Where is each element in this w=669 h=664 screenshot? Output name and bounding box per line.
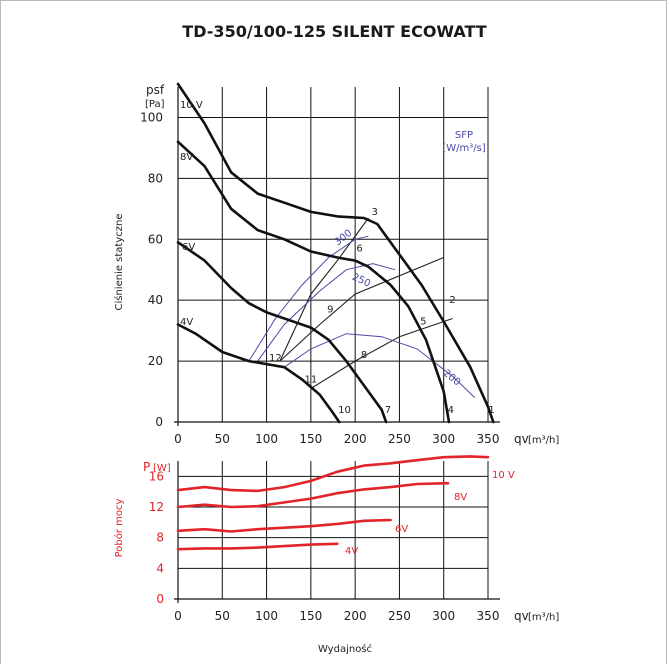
- operating-point-label: 10: [338, 405, 351, 416]
- x-tick-label: 300: [432, 432, 455, 446]
- sfp-curve: [248, 235, 369, 362]
- y-tick-label: 12: [149, 500, 164, 514]
- operating-point-label: 4: [448, 405, 454, 416]
- x-tick-label: 350: [477, 609, 500, 623]
- series-label: 4V: [345, 546, 358, 557]
- power-series-line: [176, 518, 392, 533]
- x-axis-symbol: qv: [514, 609, 529, 623]
- sfp-curve: [284, 333, 476, 398]
- operating-point-label: 1: [488, 405, 494, 416]
- series-label: 6V: [182, 242, 195, 253]
- x-tick-label: 150: [299, 432, 322, 446]
- y-axis-symbol: psf: [146, 83, 165, 97]
- x-axis-symbol: qv: [514, 432, 529, 446]
- operating-point-label: 6: [356, 243, 362, 254]
- system-line: [279, 256, 444, 362]
- power-chart-series: [176, 455, 490, 551]
- y-axis-unit: [W]: [153, 463, 171, 474]
- pressure-chart-labels: 0 50 100 150 200 250 300 350 0 20 40 60 80 100 psf [Pa]…: [113, 83, 559, 446]
- y-tick-label: 80: [148, 171, 163, 185]
- pressure-chart-grid: [174, 87, 500, 426]
- operating-point-label: 5: [420, 317, 426, 328]
- x-tick-label: 100: [255, 432, 278, 446]
- x-tick-label: 0: [174, 609, 182, 623]
- power-chart-labels: 0 50 100 150 200 250 300 350 0 4 8 12 16P [W] qv [m³/h]…: [113, 460, 559, 655]
- pressure-series-line: [176, 241, 388, 424]
- y-axis-label: Pobór mocy: [113, 499, 125, 558]
- system-line: [279, 217, 369, 362]
- y-tick-label: 20: [148, 354, 163, 368]
- y-axis-symbol: P: [143, 460, 150, 474]
- x-tick-label: 100: [255, 609, 278, 623]
- x-tick-label: 250: [388, 432, 411, 446]
- operating-point-label: 2: [449, 295, 455, 306]
- sfp-curve-label: 300: [333, 228, 355, 248]
- x-axis-unit: [m³/h]: [528, 612, 559, 623]
- sfp-curve: [257, 263, 396, 362]
- x-tick-label: 50: [215, 609, 230, 623]
- y-tick-label: 8: [156, 531, 164, 545]
- chart-title: TD-350/100-125 SILENT ECOWATT: [182, 22, 487, 41]
- pressure-series-line: [176, 140, 451, 424]
- x-tick-label: 200: [344, 609, 367, 623]
- system-line: [310, 317, 453, 389]
- series-label: 4V: [180, 317, 193, 328]
- x-tick-label: 350: [477, 432, 500, 446]
- y-axis-unit: [Pa]: [145, 99, 165, 110]
- y-tick-label: 60: [148, 232, 163, 246]
- series-label: 8V: [180, 152, 193, 163]
- y-tick-label: 0: [155, 415, 163, 429]
- y-tick-label: 0: [156, 592, 164, 606]
- x-tick-label: 250: [388, 609, 411, 623]
- x-tick-label: 200: [344, 432, 367, 446]
- operating-point-label: 8: [361, 350, 367, 361]
- power-series-line: [176, 455, 490, 493]
- pressure-series-line: [176, 323, 341, 424]
- power-series-line: [176, 481, 450, 509]
- x-tick-label: 300: [432, 609, 455, 623]
- pressure-chart-series: [176, 82, 495, 424]
- pressure-series-line: [176, 82, 495, 424]
- series-label: 10 V: [180, 100, 203, 111]
- y-axis-label: Ciśnienie statyczne: [113, 213, 125, 310]
- series-label: 6V: [395, 524, 408, 535]
- power-series-line: [176, 542, 339, 551]
- series-label: 10 V: [492, 470, 515, 481]
- pressure-chart-overlays: [248, 217, 476, 398]
- x-tick-label: 0: [174, 432, 182, 446]
- sfp-legend-unit: [W/m³/s]: [442, 143, 485, 154]
- operating-point-label: 9: [327, 304, 333, 315]
- sfp-legend-label: SFP: [455, 130, 473, 141]
- x-axis-unit: [m³/h]: [528, 435, 559, 446]
- y-tick-label: 40: [148, 293, 163, 307]
- x-axis-label: Wydajność: [318, 643, 372, 655]
- operating-point-label: 12: [269, 353, 282, 364]
- x-tick-label: 150: [299, 609, 322, 623]
- y-tick-label: 16: [149, 469, 164, 483]
- operating-point-label: 11: [304, 374, 317, 385]
- operating-point-label: 3: [371, 207, 377, 218]
- sfp-curve-label: 250: [350, 272, 372, 290]
- y-tick-label: 4: [156, 561, 164, 575]
- x-tick-label: 50: [215, 432, 230, 446]
- operating-point-label: 7: [385, 405, 391, 416]
- series-label: 8V: [454, 492, 467, 503]
- y-tick-label: 100: [140, 110, 163, 124]
